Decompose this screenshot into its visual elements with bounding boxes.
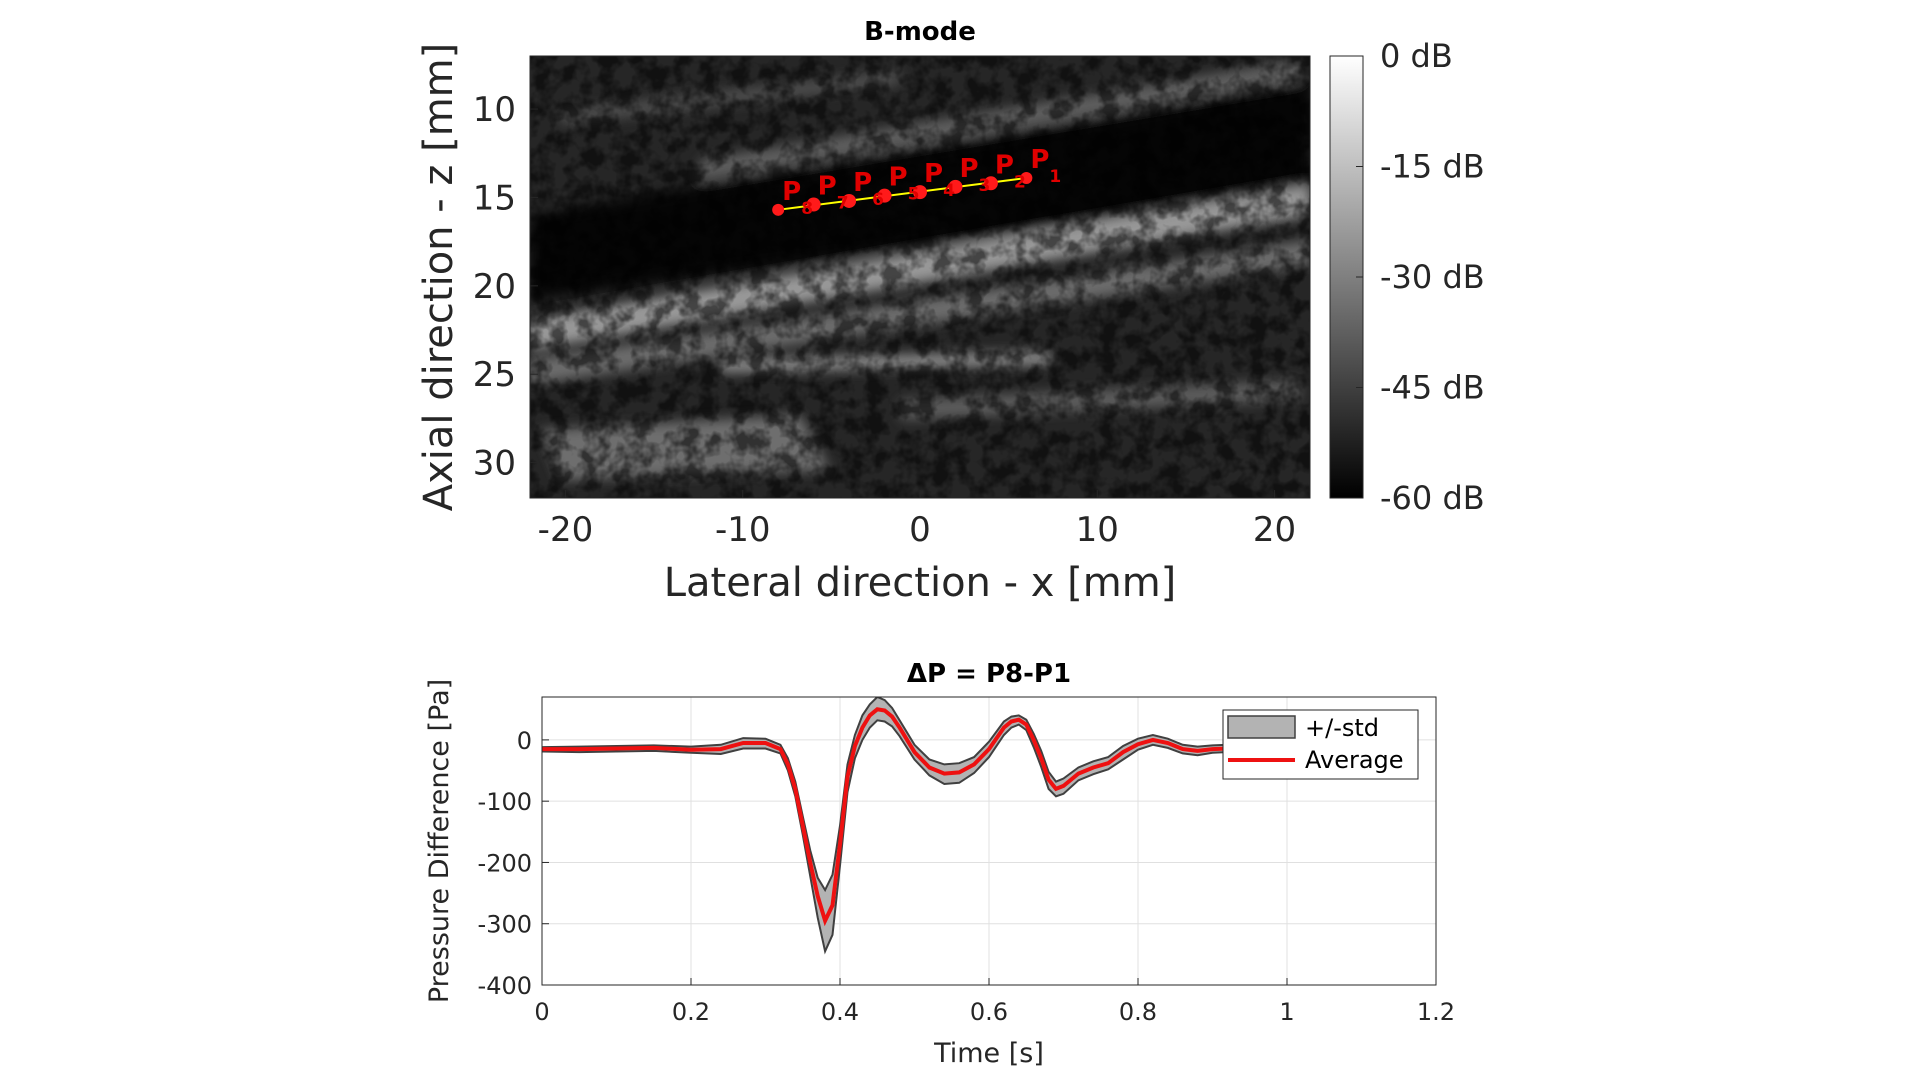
legend-std-label: +/-std — [1305, 714, 1379, 742]
legend-average-label: Average — [1305, 746, 1404, 774]
point-label: P3 — [959, 154, 990, 196]
point-marker — [806, 197, 821, 212]
pressure-xtick-label: 0.4 — [821, 998, 859, 1026]
pressure-ytick-label: -200 — [478, 849, 532, 877]
bmode-xtick-label: 0 — [909, 510, 931, 550]
pressure-title: ΔP = P8-P1 — [907, 659, 1071, 689]
point-marker — [842, 193, 857, 208]
colorbar-tick-label: -45 dB — [1380, 369, 1485, 407]
bmode-ylabel: Axial direction - z [mm] — [416, 43, 462, 512]
colorbar-tick-label: -15 dB — [1380, 148, 1485, 186]
average-line — [542, 707, 1228, 927]
point-label: P4 — [924, 159, 955, 201]
bmode-title: B-mode — [864, 17, 976, 47]
colorbar-tick-label: -30 dB — [1380, 258, 1485, 296]
pressure-xtick-label: 1 — [1279, 998, 1294, 1026]
point-label: P1 — [1030, 145, 1061, 187]
point-label: P6 — [853, 168, 884, 210]
colorbar-tick-label: -60 dB — [1380, 479, 1485, 517]
bmode-xtick-label: 20 — [1253, 510, 1296, 550]
pressure-xtick-label: 1.2 — [1417, 998, 1455, 1026]
bmode-xlabel: Lateral direction - x [mm] — [664, 560, 1177, 606]
legend-std-swatch — [1227, 715, 1296, 739]
bmode-image — [530, 56, 1310, 498]
pressure-panel: ΔP = P8-P1 0 0.2 0.4 0.6 0.8 1 1.2 0 -100 -200 -3… — [424, 659, 1455, 1069]
pressure-ylabel: Pressure Difference [Pa] — [424, 679, 455, 1003]
point-marker — [948, 179, 963, 194]
bmode-ytick-label: 15 — [473, 178, 516, 218]
point-marker — [1020, 171, 1033, 184]
point-marker — [913, 185, 927, 200]
pressure-ytick-label: 0 — [517, 727, 532, 755]
pressure-xtick-label: 0.8 — [1119, 998, 1157, 1026]
point-label: P5 — [889, 163, 920, 205]
bmode-xtick-label: -20 — [538, 510, 594, 550]
point-marker — [772, 203, 785, 216]
legend: +/-std Average — [1222, 709, 1419, 780]
pressure-ytick-label: -400 — [478, 972, 532, 1000]
bmode-ytick-label: 10 — [473, 90, 516, 130]
point-marker — [983, 176, 998, 191]
pressure-ytick-label: -100 — [478, 788, 532, 816]
pressure-xtick-label: 0 — [534, 998, 549, 1026]
bmode-xtick-label: -10 — [715, 510, 771, 550]
point-marker — [877, 188, 892, 203]
bmode-ytick-label: 20 — [473, 267, 516, 307]
point-label: P7 — [818, 172, 849, 214]
bmode-ytick-label: 25 — [473, 355, 516, 395]
bmode-ytick-label: 30 — [473, 444, 516, 484]
bmode-xtick-label: 10 — [1076, 510, 1119, 550]
point-label: P8 — [782, 177, 813, 219]
pressure-xtick-label: 0.6 — [970, 998, 1008, 1026]
point-label: P2 — [995, 150, 1026, 192]
pressure-ytick-label: -300 — [478, 911, 532, 939]
colorbar-tick-label: 0 dB — [1380, 37, 1453, 75]
pressure-xtick-label: 0.2 — [672, 998, 710, 1026]
pressure-xlabel: Time [s] — [933, 1038, 1044, 1069]
